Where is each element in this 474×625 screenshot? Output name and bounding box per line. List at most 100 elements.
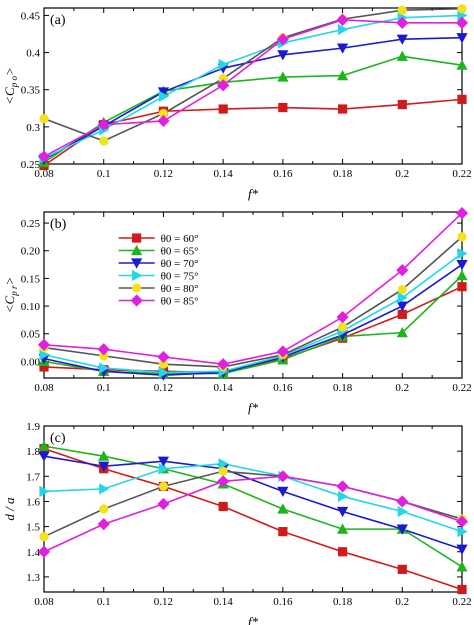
legend-label: θ0 = 75° bbox=[161, 271, 199, 283]
data-point-s3-1 bbox=[99, 362, 110, 374]
data-point-s4-7 bbox=[457, 4, 467, 14]
data-point-s1-5 bbox=[336, 523, 349, 534]
data-point-s5-2 bbox=[157, 497, 170, 511]
y-tick-label: 0.00 bbox=[21, 356, 41, 368]
data-point-s5-0 bbox=[37, 150, 51, 163]
data-point-s5-1 bbox=[97, 517, 110, 531]
x-tick-label: 0.2 bbox=[395, 596, 409, 608]
series-line-1 bbox=[43, 55, 463, 164]
data-point-s2-2 bbox=[157, 87, 170, 98]
data-point-s5-5 bbox=[336, 480, 349, 493]
data-point-s4-6 bbox=[397, 5, 407, 15]
data-point-s2-4 bbox=[277, 50, 289, 61]
y-axis-title: d / a bbox=[2, 497, 17, 521]
x-tick-label: 0.14 bbox=[214, 168, 234, 180]
data-point-s3-5 bbox=[337, 490, 349, 503]
data-point-s1-0 bbox=[38, 440, 50, 451]
data-point-s5-6 bbox=[396, 16, 409, 29]
data-point-s5-7 bbox=[455, 16, 469, 29]
data-point-s5-1 bbox=[97, 118, 110, 131]
x-tick-label: 0.16 bbox=[273, 382, 293, 394]
data-point-s2-4 bbox=[277, 486, 289, 497]
series-line-0 bbox=[43, 98, 463, 167]
y-tick-label: 1.4 bbox=[26, 547, 40, 559]
data-point-s1-1 bbox=[98, 450, 110, 461]
data-point-s1-4 bbox=[277, 71, 289, 82]
x-tick-label: 0.22 bbox=[452, 168, 471, 180]
series-line-2 bbox=[43, 455, 463, 551]
data-point-s3-3 bbox=[218, 458, 229, 470]
x-tick-label: 0.1 bbox=[97, 168, 111, 180]
y-tick-label: 0.45 bbox=[21, 10, 41, 22]
y-tick-label: 1.3 bbox=[26, 572, 40, 584]
data-point-s2-7 bbox=[456, 259, 468, 271]
data-point-s4-5 bbox=[337, 322, 348, 332]
data-point-s3-2 bbox=[158, 90, 170, 102]
data-point-s5-5 bbox=[336, 311, 349, 324]
data-point-s2-1 bbox=[98, 461, 110, 472]
data-point-s3-1 bbox=[99, 483, 110, 495]
legend: θ0 = 60°θ0 = 65°θ0 = 70°θ0 = 75°θ0 = 80°… bbox=[118, 233, 199, 308]
legend-label: θ0 = 60° bbox=[161, 233, 199, 245]
x-tick-label: 0.1 bbox=[97, 596, 111, 608]
data-point-s5-2 bbox=[157, 350, 170, 364]
y-tick-label: 0.15 bbox=[21, 273, 41, 285]
data-point-s5-3 bbox=[217, 358, 230, 371]
x-tick-label: 0.14 bbox=[214, 596, 234, 608]
panel-label: (a) bbox=[50, 13, 66, 28]
data-point-s5-3 bbox=[217, 79, 230, 92]
data-point-s2-0 bbox=[38, 451, 50, 462]
data-point-s1-4 bbox=[277, 503, 289, 514]
data-point-s2-7 bbox=[456, 33, 468, 44]
data-point-s3-0 bbox=[39, 349, 50, 361]
data-point-s1-5 bbox=[336, 70, 349, 81]
x-tick-label: 0.12 bbox=[154, 382, 173, 394]
data-point-s0-3 bbox=[218, 501, 228, 512]
x-tick-label: 0.1 bbox=[97, 382, 111, 394]
x-tick-label: 0.08 bbox=[34, 168, 54, 180]
data-point-s4-0 bbox=[39, 114, 49, 124]
data-point-s5-7 bbox=[455, 207, 469, 220]
legend-marker bbox=[132, 283, 142, 293]
x-axis-title: f* bbox=[248, 614, 259, 625]
data-point-s0-6 bbox=[397, 99, 407, 110]
series-line-5 bbox=[43, 212, 463, 365]
series-line-0 bbox=[43, 447, 463, 591]
panel-label: (b) bbox=[50, 217, 67, 232]
data-point-s4-0 bbox=[39, 532, 49, 542]
data-point-s5-5 bbox=[336, 13, 349, 26]
x-tick-label: 0.18 bbox=[333, 382, 353, 394]
data-point-s5-7 bbox=[455, 515, 469, 528]
data-point-s3-6 bbox=[397, 505, 408, 518]
data-point-s3-7 bbox=[457, 526, 468, 538]
data-point-s2-6 bbox=[396, 34, 408, 45]
y-tick-label: 0.25 bbox=[21, 218, 41, 230]
series-line-0 bbox=[43, 285, 463, 374]
y-tick-label: 1.9 bbox=[26, 421, 40, 433]
panel-1: 0.08 0.1 0.12 0.14 0.16 0.18 0.2 0.22 0.00 0.05 0.… bbox=[2, 207, 472, 415]
legend-label: θ0 = 80° bbox=[161, 283, 199, 295]
y-tick-label: 0.25 bbox=[21, 159, 41, 171]
data-point-s5-2 bbox=[157, 114, 170, 128]
data-point-s1-7 bbox=[456, 561, 468, 572]
x-tick-label: 0.12 bbox=[154, 168, 173, 180]
data-point-s4-1 bbox=[99, 136, 109, 146]
data-point-s5-0 bbox=[37, 338, 51, 351]
series-line-3 bbox=[43, 462, 463, 533]
data-point-s0-6 bbox=[397, 309, 407, 319]
data-point-s5-3 bbox=[217, 475, 230, 488]
data-point-s0-4 bbox=[278, 527, 288, 537]
data-point-s0-3 bbox=[218, 104, 228, 114]
x-axis-title: f* bbox=[248, 186, 259, 201]
data-point-s0-5 bbox=[337, 547, 348, 557]
x-tick-label: 0.2 bbox=[395, 382, 409, 394]
x-tick-label: 0.14 bbox=[214, 382, 234, 394]
series-line-3 bbox=[43, 252, 463, 374]
panel-label: (c) bbox=[50, 431, 66, 446]
series-line-4 bbox=[43, 7, 463, 142]
series-line-2 bbox=[43, 263, 463, 377]
data-point-s1-6 bbox=[396, 327, 408, 338]
y-tick-label: 0.35 bbox=[21, 85, 41, 97]
legend-marker bbox=[132, 233, 142, 243]
